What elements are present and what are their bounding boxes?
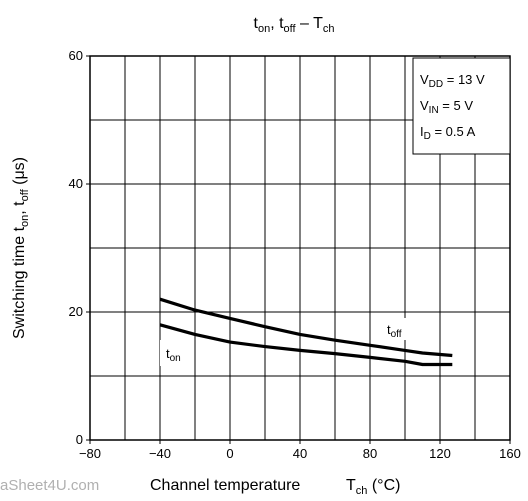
- x-tick-label: 40: [293, 446, 307, 461]
- x-tick-label: −80: [79, 446, 101, 461]
- series-line-toff: [159, 297, 453, 358]
- condition-vdd: VDD = 13 V: [420, 72, 485, 90]
- x-tick-label: 120: [429, 446, 451, 461]
- series-lines: [159, 297, 453, 367]
- x-tick-label: 80: [363, 446, 377, 461]
- toff-label-bg: [382, 318, 416, 340]
- conditions-box: [412, 57, 511, 155]
- x-tick-label: 160: [499, 446, 521, 461]
- condition-id: ID = 0.5 A: [420, 124, 476, 142]
- y-tick-label: 60: [69, 48, 83, 63]
- x-axis-symbol: Tch (°C): [346, 477, 400, 497]
- x-axis-label: Channel temperature: [150, 477, 300, 494]
- tick-labels: −80 −40 0 40 80 120 160 0 20 40 60: [69, 48, 521, 461]
- x-tick-label: 0: [226, 446, 233, 461]
- ton-label: ton: [166, 346, 181, 364]
- y-tick-label: 40: [69, 176, 83, 191]
- series-line-ton: [159, 323, 453, 367]
- y-tick-label: 20: [69, 304, 83, 319]
- watermark: aSheet4U.com: [0, 477, 99, 494]
- conditions-legend: VDD = 13 V VIN = 5 V ID = 0.5 A: [412, 57, 511, 155]
- y-tick-label: 0: [76, 432, 83, 447]
- toff-label: toff: [387, 322, 402, 340]
- chart-title: ton, toff – Tch: [254, 15, 335, 35]
- condition-vin: VIN = 5 V: [420, 98, 473, 116]
- x-tick-label: −40: [149, 446, 171, 461]
- ton-label-bg: [160, 340, 188, 366]
- y-axis-label: Switching time ton, toff (μs): [11, 157, 31, 339]
